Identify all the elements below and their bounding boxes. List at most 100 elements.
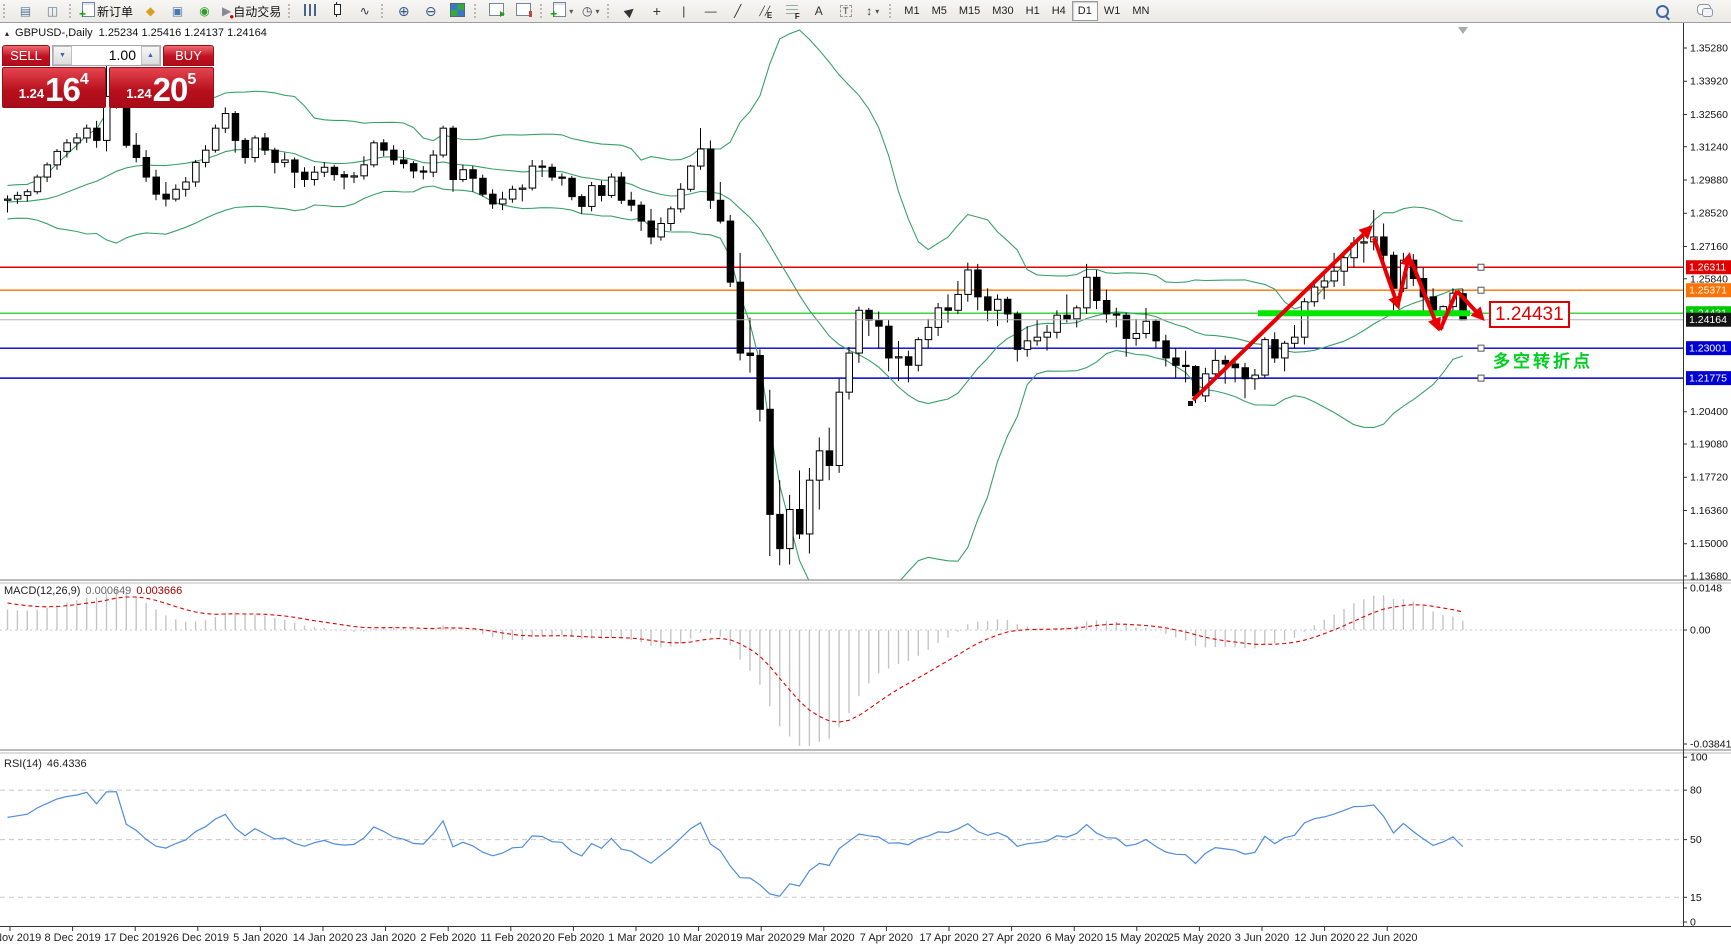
volume-decrease-button[interactable]: ▼	[53, 46, 72, 65]
svg-text:1.29880: 1.29880	[1690, 175, 1728, 187]
svg-text:19 Mar 2020: 19 Mar 2020	[730, 932, 792, 944]
svg-text:80: 80	[1690, 785, 1702, 797]
chart-title: ▴ GBPUSD-,Daily 1.25234 1.25416 1.24137 …	[5, 27, 267, 39]
svg-text:50: 50	[1690, 834, 1702, 846]
svg-text:1.25840: 1.25840	[1690, 273, 1728, 285]
svg-text:1.13680: 1.13680	[1690, 571, 1728, 583]
svg-text:7 Apr 2020: 7 Apr 2020	[860, 932, 913, 944]
svg-text:1.28520: 1.28520	[1690, 208, 1728, 220]
svg-text:26 Dec 2019: 26 Dec 2019	[167, 932, 229, 944]
buy-price-button[interactable]: 1.24 20 5	[108, 67, 214, 108]
autotrading-button-label: 自动交易	[233, 4, 282, 19]
arrows-icon-dropdown[interactable]: ▾	[875, 6, 880, 16]
timeframe-w1-button[interactable]: W1	[1103, 5, 1121, 17]
indicators-button[interactable]: + ▾	[550, 1, 576, 21]
periods-icon: ◷	[582, 3, 593, 18]
vertical-line-button[interactable]: |	[671, 1, 696, 21]
timeframe-h1-button[interactable]: H1	[1025, 5, 1040, 17]
timeframe-d1-button[interactable]: D1	[1071, 1, 1098, 21]
svg-text:11 Feb 2020: 11 Feb 2020	[480, 932, 541, 944]
timeframe-m30-button[interactable]: M30	[992, 5, 1014, 17]
sell-price-button[interactable]: 1.24 16 4	[2, 67, 106, 108]
svg-text:17 Dec 2019: 17 Dec 2019	[104, 932, 166, 944]
charts-window-button[interactable]: ▤	[13, 1, 38, 21]
macd-main-value: 0.000649	[85, 585, 132, 597]
text-label-button[interactable]: T	[833, 1, 858, 21]
buy-button[interactable]: BUY	[163, 45, 214, 66]
zoom-in-icon: ⊕	[397, 2, 410, 19]
fibonacci-button[interactable]: F	[779, 1, 804, 21]
search-button[interactable]	[1650, 1, 1675, 21]
text-label-icon: T	[840, 5, 852, 17]
svg-text:3 Jun 2020: 3 Jun 2020	[1235, 932, 1289, 944]
trendline-button[interactable]: ╱	[725, 1, 750, 21]
macd-signal-line	[7, 596, 1463, 723]
autotrading-button[interactable]: ▶ ● 自动交易	[219, 1, 284, 21]
timeframe-h4-button[interactable]: H4	[1051, 5, 1066, 17]
periods-button[interactable]: ◷ ▾	[578, 1, 603, 21]
bar-chart-button[interactable]	[298, 1, 323, 21]
svg-text:6 May 2020: 6 May 2020	[1045, 932, 1102, 944]
sell-button[interactable]: SELL	[2, 45, 50, 66]
zoom-in-button[interactable]: ⊕	[391, 1, 416, 21]
trendline-icon: ╱	[734, 3, 742, 18]
horizontal-line-button[interactable]: —	[698, 1, 723, 21]
rsi-line	[7, 791, 1464, 897]
svg-text:5 Jan 2020: 5 Jan 2020	[233, 932, 287, 944]
history-center-button[interactable]: ◆	[138, 1, 163, 21]
svg-text:2 Feb 2020: 2 Feb 2020	[420, 932, 476, 944]
indicators-icon-dropdown[interactable]: ▾	[569, 6, 574, 16]
chart-shift-button[interactable]	[511, 1, 536, 21]
chart-canvas[interactable]: 1.35280 1.33920 1.32560 1.31240 1.29880 1.285…	[0, 22, 1731, 946]
tile-windows-button[interactable]	[445, 1, 470, 21]
cursor-button[interactable]: ▶	[617, 1, 642, 21]
svg-text:17 Apr 2020: 17 Apr 2020	[919, 932, 978, 944]
sell-price-prefix: 1.24	[18, 86, 45, 101]
svg-text:100: 100	[1690, 752, 1708, 764]
svg-text:0: 0	[1690, 917, 1696, 929]
main-chart-pane	[0, 29, 1683, 580]
svg-text:1.33920: 1.33920	[1690, 76, 1728, 88]
svg-text:1.17720: 1.17720	[1690, 472, 1728, 484]
bar-chart-icon	[304, 3, 318, 19]
volume-spinner[interactable]: ▼ 1.00 ▲	[52, 45, 161, 66]
svg-text:1 Mar 2020: 1 Mar 2020	[608, 932, 664, 944]
line-chart-button[interactable]: ∿	[352, 1, 377, 21]
support-level-price-label[interactable]: 1.24431	[1489, 301, 1570, 328]
arrows-button[interactable]: ↕ ▾	[860, 1, 885, 21]
line-anchor-handle	[1477, 286, 1485, 294]
zoom-out-button[interactable]: ⊖	[418, 1, 443, 21]
svg-text:12 Jun 2020: 12 Jun 2020	[1294, 932, 1355, 944]
equidistant-channel-button[interactable]: ╱╱ E	[752, 1, 777, 21]
indicators-icon: +	[550, 2, 567, 20]
volume-increase-button[interactable]: ▲	[141, 46, 160, 65]
text-icon: A	[814, 3, 823, 18]
terminal-button[interactable]: ▣	[165, 1, 190, 21]
new-order-button[interactable]: + 新订单	[79, 1, 136, 21]
chat-button[interactable]	[1691, 1, 1716, 21]
chart-symbol-icon: ▴	[5, 28, 10, 38]
volume-value[interactable]: 1.00	[108, 47, 136, 63]
signals-button[interactable]: ◉	[192, 1, 217, 21]
trend-start-marker	[1188, 401, 1193, 406]
timeframe-mn-button[interactable]: MN	[1132, 5, 1150, 17]
market-watch-button[interactable]: ◫	[40, 1, 65, 21]
trend-arrows	[1191, 225, 1485, 402]
periods-icon-dropdown[interactable]: ▾	[595, 6, 600, 16]
turning-point-annotation[interactable]: 多空转折点	[1493, 352, 1593, 371]
charts-window-icon: ▤	[19, 3, 32, 18]
bollinger-band-l	[7, 185, 1463, 580]
crosshair-button[interactable]: +	[644, 1, 669, 21]
crosshair-icon: +	[652, 2, 661, 19]
candlestick-chart-button[interactable]	[325, 1, 350, 21]
timeframe-m1-button[interactable]: M1	[904, 5, 920, 17]
svg-text:-0.038415: -0.038415	[1690, 739, 1731, 751]
chart-symbol-period: GBPUSD-,Daily	[15, 27, 93, 39]
line-anchor-handle	[1477, 263, 1485, 271]
timeframe-m5-button[interactable]: M5	[931, 5, 947, 17]
text-button[interactable]: A	[806, 1, 831, 21]
timeframe-m15-button[interactable]: M15	[958, 5, 981, 17]
auto-scroll-button[interactable]	[484, 1, 509, 21]
svg-text:1.24164: 1.24164	[1689, 314, 1727, 326]
macd-indicator-label: MACD(12,26,9) 0.000649 0.003666	[4, 585, 182, 597]
